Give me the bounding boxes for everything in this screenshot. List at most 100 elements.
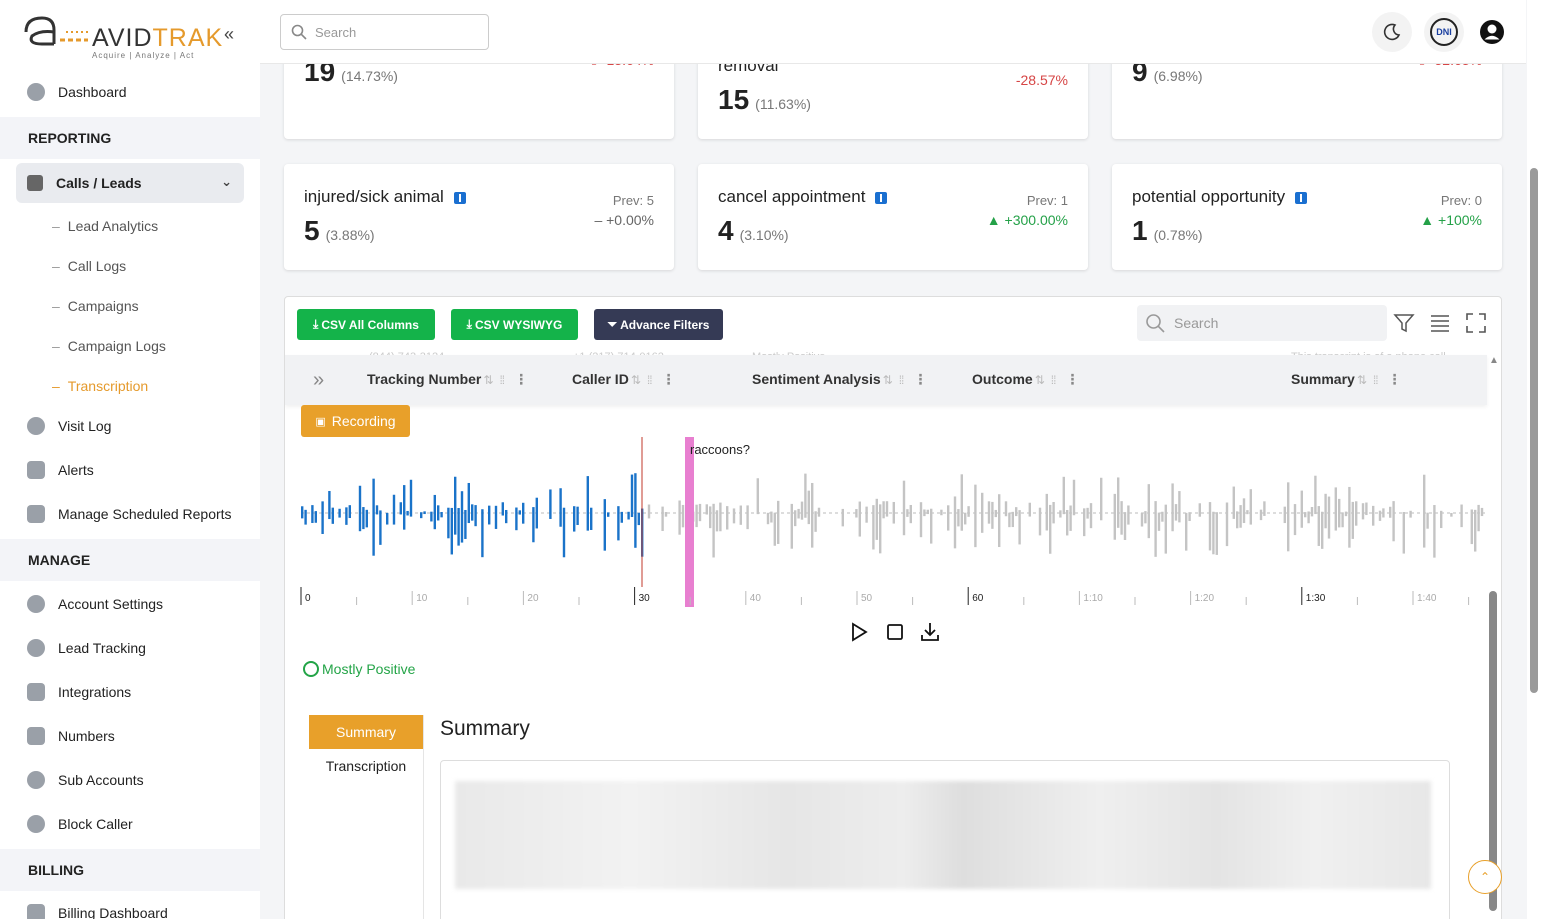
global-search-input[interactable]: Search	[280, 14, 489, 50]
dark-mode-toggle[interactable]	[1372, 12, 1412, 52]
sidebar-item-label: Billing Dashboard	[58, 905, 168, 919]
back-to-top-button[interactable]: ⌃	[1468, 860, 1502, 894]
sidebar-item-visit-log[interactable]: Visit Log	[0, 406, 260, 446]
waveform-bar	[885, 501, 889, 517]
waveform-bar	[1246, 510, 1249, 515]
waveform-bar	[1249, 489, 1252, 525]
sidebar-item-transcription[interactable]: – Transcription	[52, 378, 149, 394]
stat-prev: Prev: 0	[1440, 193, 1482, 208]
region-label: raccoons?	[690, 442, 750, 457]
table-header-row: » Tracking Number ⇅ ⁞⁞ ⋮ Caller ID ⇅ ⁞⁞ ⋮ Sent…	[285, 355, 1487, 405]
waveform-bar	[940, 509, 943, 516]
button-label: CSV All Columns	[321, 317, 419, 332]
sidebar-item-campaigns[interactable]: – Campaigns	[52, 298, 139, 314]
column-header-caller-id[interactable]: Caller ID ⇅ ⁞⁞ ⋮	[572, 371, 676, 387]
timeline-label: 1:40	[1417, 593, 1437, 604]
sidebar-item-label: Lead Analytics	[67, 218, 159, 234]
waveform-bar	[926, 509, 929, 515]
tab-summary[interactable]: Summary	[309, 715, 423, 749]
csv-all-columns-button[interactable]: ⤓ CSV All Columns	[297, 309, 435, 340]
pie-chart-icon	[27, 639, 45, 657]
waveform-bar	[719, 502, 722, 532]
user-menu-button[interactable]	[1472, 12, 1512, 52]
sidebar-item-call-logs[interactable]: – Call Logs	[52, 258, 127, 274]
stat-count: 4 (3.10%)	[718, 215, 789, 246]
waveform-bar	[906, 509, 909, 517]
sidebar-item-label: Manage Scheduled Reports	[58, 506, 232, 522]
brand-logo[interactable]: AVIDTRAK Acquire | Analyze | Act	[20, 12, 222, 62]
sidebar-item-label: Calls / Leads	[56, 175, 142, 191]
waveform-bar	[1341, 512, 1344, 528]
play-icon[interactable]	[848, 621, 870, 643]
sidebar-item-campaign-logs[interactable]: – Campaign Logs	[52, 338, 166, 354]
expand-all-icon[interactable]: »	[313, 369, 325, 391]
page-scrollbar[interactable]	[1527, 0, 1541, 919]
sidebar-item-integrations[interactable]: Integrations	[0, 672, 260, 712]
sidebar-item-block-caller[interactable]: Block Caller	[0, 804, 260, 844]
sidebar-item-manage-scheduled-reports[interactable]: Manage Scheduled Reports	[0, 494, 260, 534]
scroll-up-arrow-icon[interactable]: ▲	[1489, 355, 1499, 366]
info-icon[interactable]	[875, 191, 888, 204]
info-icon[interactable]	[453, 191, 466, 204]
column-header-outcome[interactable]: Outcome ⇅ ⁞⁞ ⋮	[972, 371, 1080, 387]
filter-icon[interactable]	[1393, 312, 1415, 334]
csv-wysiwyg-button[interactable]: ⤓ CSV WYSIWYG	[451, 309, 578, 340]
sort-icon: ⇅	[882, 373, 893, 387]
page-scrollbar-thumb[interactable]	[1530, 168, 1538, 693]
sidebar-item-lead-tracking[interactable]: Lead Tracking	[0, 628, 260, 668]
audio-waveform[interactable]: raccoons? 0 10 20 30 40 50 60 1:10 1:20 1:30 1:40	[285, 437, 1487, 609]
waveform-bar	[1117, 477, 1120, 528]
sidebar-item-alerts[interactable]: Alerts	[0, 450, 260, 490]
fullscreen-icon[interactable]	[1465, 312, 1487, 334]
waveform-bar	[875, 498, 878, 540]
timeline-label: 20	[527, 593, 539, 604]
collapse-sidebar-icon[interactable]: «	[224, 24, 235, 44]
download-icon[interactable]	[919, 621, 941, 643]
hashtag-icon	[27, 727, 45, 745]
sidebar-item-label: Lead Tracking	[58, 640, 146, 656]
download-icon: ⤓	[313, 317, 319, 331]
sidebar-item-billing-dashboard[interactable]: Billing Dashboard	[0, 893, 260, 919]
tab-transcription[interactable]: Transcription	[325, 758, 407, 774]
tab-divider	[423, 715, 424, 919]
waveform-bar	[1028, 502, 1031, 517]
column-header-sentiment-analysis[interactable]: Sentiment Analysis ⇅ ⁞⁞ ⋮	[752, 371, 928, 387]
waveform-bar	[794, 510, 797, 527]
waveform-bar	[1409, 510, 1412, 518]
timeline-label: 1:30	[1306, 593, 1326, 604]
waveform-bar	[930, 508, 933, 544]
sidebar-item-sub-accounts[interactable]: Sub Accounts	[0, 760, 260, 800]
density-icon[interactable]	[1429, 312, 1451, 334]
sidebar-item-account-settings[interactable]: Account Settings	[0, 584, 260, 624]
panel-scrollbar[interactable]	[1489, 591, 1497, 911]
sidebar-item-calls-leads[interactable]: Calls / Leads ⌄	[16, 163, 244, 203]
button-label: CSV WYSIWYG	[474, 317, 563, 332]
waveform-bar	[756, 478, 759, 515]
advance-filters-button[interactable]: ⏷ Advance Filters	[594, 309, 723, 340]
column-header-tracking-number[interactable]: Tracking Number ⇅ ⁞⁞ ⋮	[367, 371, 529, 387]
waveform-bar	[321, 501, 324, 534]
waveform-bar	[1460, 504, 1463, 528]
table-search-input[interactable]: Search	[1137, 305, 1387, 341]
info-icon[interactable]	[1295, 191, 1308, 204]
stop-icon[interactable]	[884, 621, 906, 643]
waveform-bar	[386, 512, 389, 525]
sidebar-item-lead-analytics[interactable]: – Lead Analytics	[52, 218, 159, 234]
waveform-bar	[882, 501, 885, 519]
sidebar-item-dashboard[interactable]: Dashboard	[0, 72, 260, 112]
column-header-summary[interactable]: Summary ⇅ ⁞⁞ ⋮	[1291, 371, 1402, 387]
sidebar-item-label: Block Caller	[58, 816, 133, 832]
recording-button[interactable]: ▣ Recording	[301, 405, 410, 437]
waveform-bar	[841, 508, 844, 527]
dni-button[interactable]: DNI	[1424, 12, 1464, 52]
sidebar-item-numbers[interactable]: Numbers	[0, 716, 260, 756]
stat-change: ▲ +100%	[1420, 212, 1482, 228]
waveform-bar	[1100, 477, 1103, 521]
waveform-bar	[362, 507, 365, 530]
stat-change: ▲ +300.00%	[986, 212, 1068, 228]
stat-card-cancel-appointment: cancel appointment 4 (3.10%) Prev: 1 ▲ +3…	[698, 164, 1088, 270]
waveform-bar	[1239, 505, 1242, 528]
stat-count: 15 (11.63%)	[718, 84, 811, 115]
waveform-bar	[1161, 511, 1164, 522]
waveform-bar	[314, 511, 317, 523]
